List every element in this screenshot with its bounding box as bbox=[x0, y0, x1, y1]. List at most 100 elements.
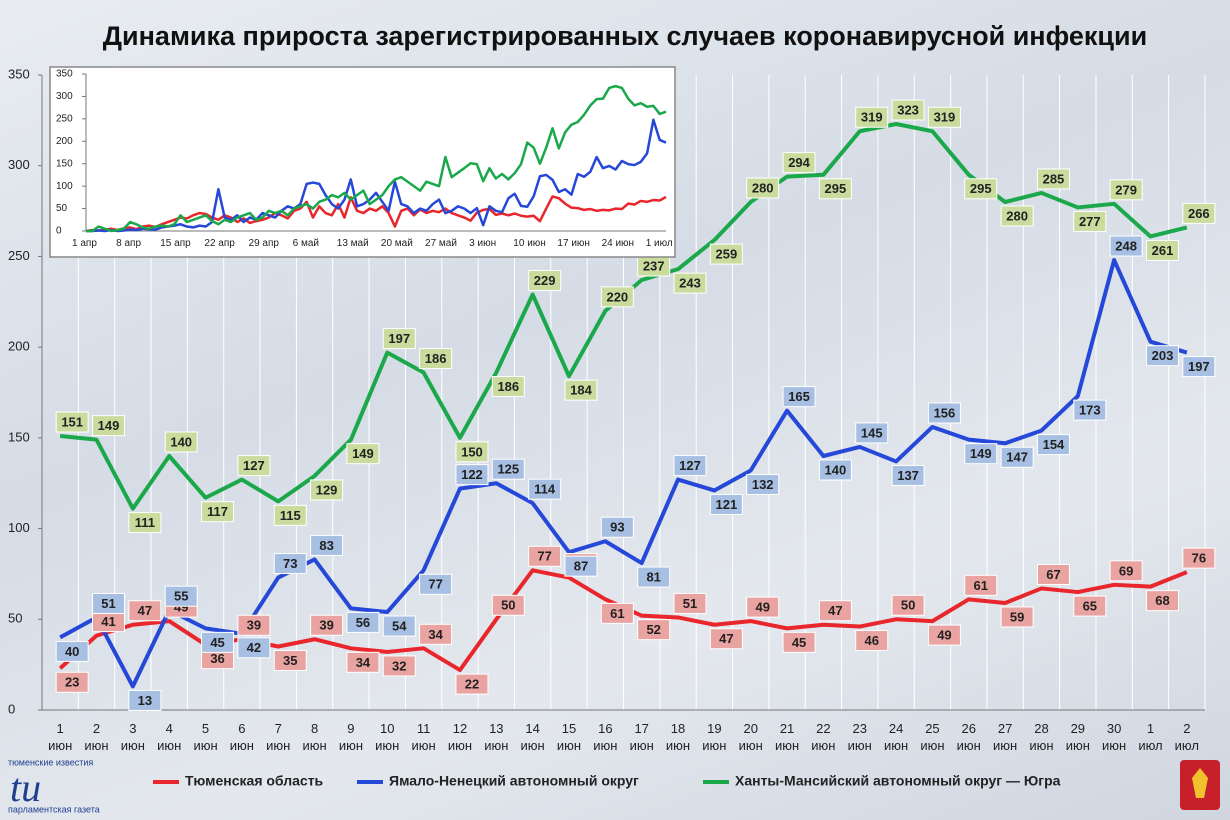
data-label: 237 bbox=[643, 258, 665, 273]
data-label-box bbox=[855, 630, 889, 652]
y-tick-label: 250 bbox=[56, 113, 73, 124]
y-tick-label: 350 bbox=[8, 66, 30, 81]
x-tick-label: 8 июн bbox=[302, 721, 327, 753]
data-label-box bbox=[201, 501, 235, 523]
data-label: 69 bbox=[1119, 563, 1133, 578]
x-tick-label: 15 апр bbox=[160, 238, 191, 249]
x-tick-label: 2 июн bbox=[84, 721, 109, 753]
data-label-box bbox=[1182, 356, 1216, 378]
data-label-box bbox=[927, 624, 961, 646]
x-tick-label: 12 июн bbox=[447, 721, 473, 753]
x-tick-label: 17 июн bbox=[629, 721, 654, 753]
x-tick-label: 22 июн bbox=[811, 721, 836, 753]
data-label-box bbox=[55, 411, 89, 433]
data-label-box bbox=[564, 555, 598, 577]
data-label-box bbox=[92, 592, 126, 614]
x-tick-label: 30 июн bbox=[1102, 721, 1127, 753]
logo: тюменские известия tu парламентская газе… bbox=[8, 757, 1220, 814]
data-label-box bbox=[455, 673, 489, 695]
logo-mark: tu bbox=[10, 765, 41, 810]
data-label: 77 bbox=[428, 577, 442, 592]
data-label: 54 bbox=[392, 618, 407, 633]
data-label: 266 bbox=[1188, 206, 1210, 221]
data-label: 323 bbox=[897, 102, 919, 117]
data-label: 47 bbox=[719, 631, 733, 646]
data-label-box bbox=[818, 459, 852, 481]
data-label-box bbox=[528, 478, 562, 500]
data-label: 41 bbox=[101, 614, 115, 629]
data-label: 229 bbox=[534, 273, 556, 288]
logo-bottom: парламентская газета bbox=[8, 804, 100, 814]
data-label-box bbox=[382, 615, 416, 637]
x-tick-label: 11 июн bbox=[411, 721, 436, 753]
data-label: 122 bbox=[461, 467, 483, 482]
x-tick-label: 17 июн bbox=[557, 238, 590, 249]
data-label: 34 bbox=[428, 627, 443, 642]
data-label-box bbox=[1109, 560, 1143, 582]
x-tick-label: 23 июн bbox=[847, 721, 872, 753]
data-label: 47 bbox=[828, 603, 842, 618]
y-tick-label: 100 bbox=[8, 520, 30, 535]
data-label: 81 bbox=[646, 569, 660, 584]
x-tick-label: 1 июн bbox=[48, 721, 73, 753]
data-label-box bbox=[1182, 547, 1216, 569]
data-label-box bbox=[1182, 202, 1216, 224]
data-label: 49 bbox=[937, 628, 951, 643]
y-tick-label: 50 bbox=[8, 611, 22, 626]
legend-label: Ямало-Ненецкий автономный округ bbox=[389, 773, 639, 789]
data-label: 77 bbox=[537, 549, 551, 564]
data-label-box bbox=[528, 545, 562, 567]
data-label: 68 bbox=[1155, 593, 1169, 608]
x-tick-label: 22 апр bbox=[204, 238, 235, 249]
x-tick-label: 6 май bbox=[292, 238, 320, 249]
data-label: 149 bbox=[970, 446, 992, 461]
x-tick-label: 29 июн bbox=[1065, 721, 1090, 753]
data-label: 220 bbox=[606, 289, 628, 304]
data-label: 51 bbox=[683, 596, 697, 611]
x-tick-label: 6 июн bbox=[229, 721, 254, 753]
x-tick-label: 1 июл bbox=[1138, 721, 1163, 753]
x-tick-label: 27 май bbox=[425, 238, 457, 249]
data-label: 150 bbox=[461, 444, 483, 459]
data-label-box bbox=[237, 637, 271, 659]
x-tick-label: 25 июн bbox=[920, 721, 945, 753]
data-label: 34 bbox=[356, 655, 371, 670]
data-label-box bbox=[201, 631, 235, 653]
data-label-box bbox=[782, 386, 816, 408]
data-label-box bbox=[964, 443, 998, 465]
main-chart: 0 50 100 150 200 250 300 350 23 41 47 49 36 39 35 39 34 3… bbox=[8, 66, 1216, 716]
data-label: 203 bbox=[1152, 348, 1174, 363]
data-label-box bbox=[491, 594, 525, 616]
data-label: 51 bbox=[101, 596, 115, 611]
y-tick-label: 350 bbox=[56, 69, 73, 80]
data-label: 87 bbox=[574, 559, 588, 574]
data-label: 115 bbox=[280, 508, 301, 523]
data-label-box bbox=[382, 328, 416, 350]
data-label-box bbox=[128, 512, 162, 534]
x-tick-label: 16 июн bbox=[593, 721, 618, 753]
legend-label: Ханты-Мансийский автономный округ — Югра bbox=[735, 773, 1061, 789]
data-label: 55 bbox=[174, 589, 188, 604]
data-label-box bbox=[1073, 595, 1107, 617]
data-label-box bbox=[927, 402, 961, 424]
data-label-box bbox=[455, 464, 489, 486]
data-label: 23 bbox=[65, 675, 79, 690]
x-tick-label: 3 июн bbox=[469, 238, 497, 249]
x-tick-label: 21 июн bbox=[774, 721, 800, 753]
y-tick-label: 150 bbox=[56, 158, 73, 169]
data-label-box bbox=[891, 464, 925, 486]
data-label: 50 bbox=[901, 598, 915, 613]
data-label-box bbox=[1036, 563, 1070, 585]
x-tick-label: 4 июн bbox=[157, 721, 182, 753]
y-tick-label: 200 bbox=[8, 339, 30, 354]
data-label-box bbox=[55, 640, 89, 662]
data-label: 280 bbox=[752, 180, 774, 195]
data-label-box bbox=[855, 106, 889, 128]
data-label-box bbox=[491, 376, 525, 398]
data-label-box bbox=[600, 516, 634, 538]
data-label: 49 bbox=[755, 600, 769, 615]
data-label: 61 bbox=[610, 606, 624, 621]
logo-top: тюменские известия bbox=[8, 757, 93, 767]
data-label: 39 bbox=[319, 618, 333, 633]
